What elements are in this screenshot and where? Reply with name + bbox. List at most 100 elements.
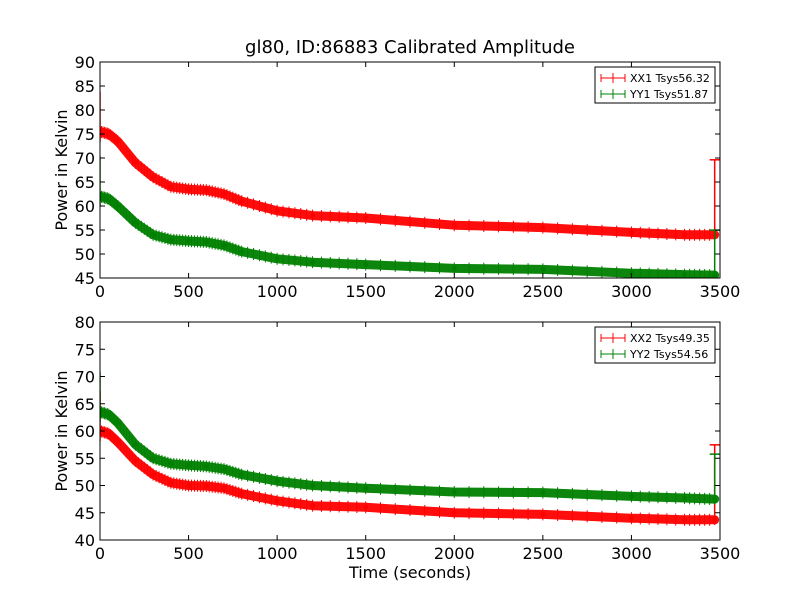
x-tick-label: 1500 (345, 544, 386, 563)
series-2-point (363, 485, 369, 491)
legend-box (594, 326, 716, 364)
x-tick-label: 3500 (700, 544, 741, 563)
series-1-point (168, 184, 174, 190)
series-1-point (221, 191, 227, 197)
series-2-line (100, 156, 720, 278)
x-axis-label: Time (seconds) (348, 563, 471, 582)
series-2-point (150, 455, 156, 461)
x-tick-label: 0 (95, 282, 105, 301)
series-1-point (363, 504, 369, 510)
series-2-point (115, 420, 121, 426)
series-2-point (540, 490, 546, 496)
x-tick-label: 3500 (700, 282, 741, 301)
y-tick-label: 40 (75, 531, 95, 550)
y-tick-label: 45 (75, 504, 95, 523)
series-2-point (186, 462, 192, 468)
y-tick-label: 90 (75, 53, 95, 72)
series-2-point (239, 472, 245, 478)
series-1-point (363, 215, 369, 221)
series-1-point (132, 160, 138, 166)
x-tick-label: 2500 (522, 544, 563, 563)
series-1-point (451, 510, 457, 516)
x-tick-label: 500 (173, 282, 204, 301)
y-tick-label: 80 (75, 313, 95, 332)
series-2-point (168, 237, 174, 243)
x-tick-label: 3000 (611, 544, 652, 563)
series-2-point (239, 249, 245, 255)
series-2-point (203, 239, 209, 245)
series-1-point (540, 225, 546, 231)
axes-frame (99, 61, 721, 279)
series-1-point (310, 213, 316, 219)
series-1-point (239, 198, 245, 204)
series-1-point (106, 431, 112, 437)
series-2-point (186, 238, 192, 244)
y-tick-label: 50 (75, 245, 95, 264)
series-1-point (115, 138, 121, 144)
y-tick-label: 85 (75, 77, 95, 96)
chart-title: gl80, ID:86883 Calibrated Amplitude (245, 37, 575, 58)
y-tick-label: 50 (75, 477, 95, 496)
y-axis-label: Power in Kelvin (52, 109, 71, 230)
series-2-point (682, 272, 688, 278)
series-2-point (274, 256, 280, 262)
series-2-point (106, 196, 112, 202)
series-2-point (106, 412, 112, 418)
series-1-point (682, 232, 688, 238)
y-tick-label: 70 (75, 149, 95, 168)
y-tick-label: 65 (75, 173, 95, 192)
series-1-line (100, 91, 720, 241)
y-tick-label: 55 (75, 449, 95, 468)
series-1-point (628, 229, 634, 235)
chart-panel-1: 0 500 1000 1500 2000 2500 3000 3500 45 50 55 60 65 70… (52, 37, 740, 301)
series-1-point (203, 483, 209, 489)
x-tick-label: 2000 (434, 544, 475, 563)
legend: XX2 Tsys49.35 YY2 Tsys54.56 (594, 326, 716, 364)
series-1-line (100, 391, 720, 526)
x-tick-label: 3000 (611, 282, 652, 301)
series-1-point (274, 498, 280, 504)
series-1-point (115, 439, 121, 445)
series-2-line (100, 371, 720, 505)
y-tick-label: 60 (75, 422, 95, 441)
series-1-point (451, 222, 457, 228)
y-tick-label: 80 (75, 101, 95, 120)
series-2-point (168, 461, 174, 467)
x-tick-label: 0 (95, 544, 105, 563)
x-tick-label: 2000 (434, 282, 475, 301)
x-tick-label: 500 (173, 544, 204, 563)
series-2-point (310, 259, 316, 265)
x-tick-label: 1000 (257, 544, 298, 563)
y-tick-label: 65 (75, 395, 95, 414)
series-2-point (221, 242, 227, 248)
series-2-point (310, 483, 316, 488)
series-1-point (540, 511, 546, 517)
series-2-point (150, 232, 156, 238)
series-2-point (540, 266, 546, 272)
series-1-point (310, 503, 316, 509)
y-tick-label: 55 (75, 221, 95, 240)
series-1-point (150, 472, 156, 478)
series-2-point (132, 220, 138, 226)
series-2-point (628, 493, 634, 499)
y-axis-label: Power in Kelvin (52, 370, 71, 491)
legend-label: XX2 Tsys49.35 (630, 332, 710, 345)
y-tick-label: 60 (75, 197, 95, 216)
series-2-point (451, 265, 457, 271)
y-tick-label: 75 (75, 340, 95, 359)
legend-box (594, 66, 716, 104)
series-1-point (203, 187, 209, 193)
series-1-point (150, 174, 156, 180)
legend-label: YY1 Tsys51.87 (629, 88, 708, 101)
series-1-point (221, 485, 227, 491)
x-tick-label: 1000 (257, 282, 298, 301)
series-2-point (274, 478, 280, 484)
y-tick-label: 75 (75, 125, 95, 144)
series-1-point (132, 458, 138, 464)
series-1-point (106, 131, 112, 137)
series-2-point (203, 463, 209, 469)
series-2-point (132, 442, 138, 448)
chart-panel-2: 0 500 1000 1500 2000 2500 3000 3500 40 45 50 55 60 65… (52, 313, 740, 582)
series-1-point (628, 515, 634, 521)
